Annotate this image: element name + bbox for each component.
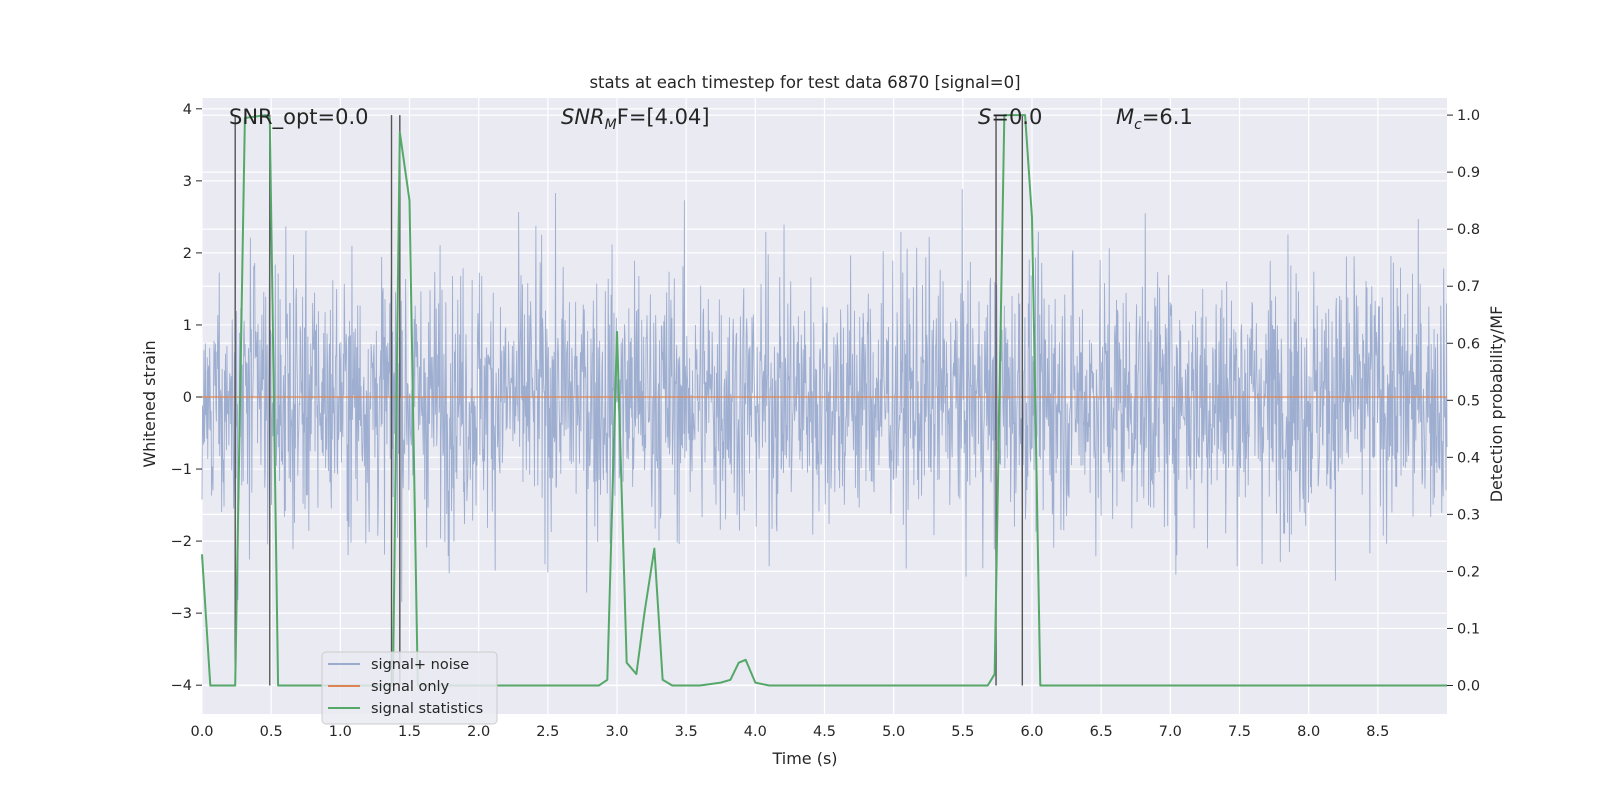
legend-label-signal-statistics: signal statistics	[371, 701, 483, 717]
annotations: SNR_opt=0.0 SNRMF=[4.04] S=0.0 Mc=6.1	[229, 105, 1193, 133]
x-tick-label: 2.5	[536, 724, 559, 740]
x-tick-label: 3.5	[675, 724, 698, 740]
snr-mf-tail: F=[4.04]	[617, 105, 710, 129]
y-left-tick-label: −3	[171, 606, 192, 622]
y-right-tick-label: 0.8	[1457, 222, 1480, 238]
y-left-axis-label: Whitened strain	[140, 340, 159, 467]
y-left-tick-label: 3	[183, 174, 192, 190]
x-tick-label: 1.0	[329, 724, 352, 740]
y-left-tick-labels: 4 3 2 1 0 −1 −2 −3 −4	[171, 102, 202, 694]
x-tick-label: 7.0	[1159, 724, 1182, 740]
legend-box	[321, 651, 498, 725]
mc-sub: c	[1134, 117, 1142, 133]
annotation-snr-mf: SNRMF=[4.04]	[561, 105, 710, 133]
y-right-tick-label: 0.5	[1457, 393, 1480, 409]
y-right-tick-label: 1.0	[1457, 108, 1480, 124]
y-right-tick-labels: 1.0 0.9 0.8 0.7 0.6 0.5 0.4 0.3 0.2 0.1 0.0	[1447, 108, 1480, 694]
x-tick-label: 4.5	[813, 724, 836, 740]
x-tick-label: 7.5	[1228, 724, 1251, 740]
s-base: S	[978, 105, 991, 129]
x-tick-label: 1.5	[398, 724, 421, 740]
x-tick-label: 0.0	[190, 724, 213, 740]
y-left-tick-label: 0	[183, 390, 192, 406]
mc-base: M	[1116, 105, 1134, 129]
statistics-line	[201, 114, 1447, 687]
snr-mf-sub: M	[605, 117, 617, 133]
y-right-tick-label: 0.9	[1457, 165, 1480, 181]
x-tick-labels: 0.0 0.5 1.0 1.5 2.0 2.5 3.0 3.5 4.0 4.5 5.0 5.5 6.0 6…	[190, 724, 1389, 740]
y-left-tick-label: 2	[183, 246, 192, 262]
y-right-tick-label: 0.4	[1457, 450, 1480, 466]
series-signal-statistics	[201, 114, 1447, 687]
y-right-tick-label: 0.6	[1457, 336, 1480, 352]
chart-title: stats at each timestep for test data 687…	[589, 73, 1020, 92]
x-tick-label: 4.0	[744, 724, 767, 740]
snr-mf-base: SNR	[561, 105, 605, 129]
x-tick-label: 6.5	[1090, 724, 1113, 740]
x-tick-label: 8.5	[1366, 724, 1389, 740]
y-right-tick-label: 0.1	[1457, 621, 1480, 637]
y-right-tick-label: 0.3	[1457, 507, 1480, 523]
x-tick-label: 3.0	[605, 724, 628, 740]
annotation-snr-opt: SNR_opt=0.0	[229, 105, 369, 130]
y-right-tick-label: 0.0	[1457, 678, 1480, 694]
legend: signal+ noise signal only signal statist…	[321, 651, 498, 725]
annotation-s: S=0.0	[978, 105, 1042, 129]
y-right-tick-label: 0.2	[1457, 564, 1480, 580]
y-right-tick-label: 0.7	[1457, 279, 1480, 295]
x-tick-label: 5.5	[951, 724, 974, 740]
x-tick-label: 0.5	[260, 724, 283, 740]
y-left-tick-label: −1	[171, 462, 192, 478]
x-tick-label: 2.0	[467, 724, 490, 740]
y-left-tick-label: −4	[171, 678, 192, 694]
x-tick-label: 8.0	[1297, 724, 1320, 740]
legend-label-signal-only: signal only	[371, 679, 450, 695]
x-tick-label: 6.0	[1020, 724, 1043, 740]
legend-label-signal-noise: signal+ noise	[371, 657, 469, 673]
x-axis-label: Time (s)	[771, 749, 837, 768]
y-left-tick-label: −2	[171, 534, 192, 550]
annotation-mc: Mc=6.1	[1116, 105, 1193, 133]
x-tick-label: 5.0	[882, 724, 905, 740]
y-right-axis-label: Detection probability/MF	[1487, 306, 1506, 503]
y-left-tick-label: 1	[183, 318, 192, 334]
s-tail: =0.0	[991, 105, 1042, 129]
mc-tail: =6.1	[1142, 105, 1193, 129]
y-left-tick-label: 4	[183, 102, 192, 118]
